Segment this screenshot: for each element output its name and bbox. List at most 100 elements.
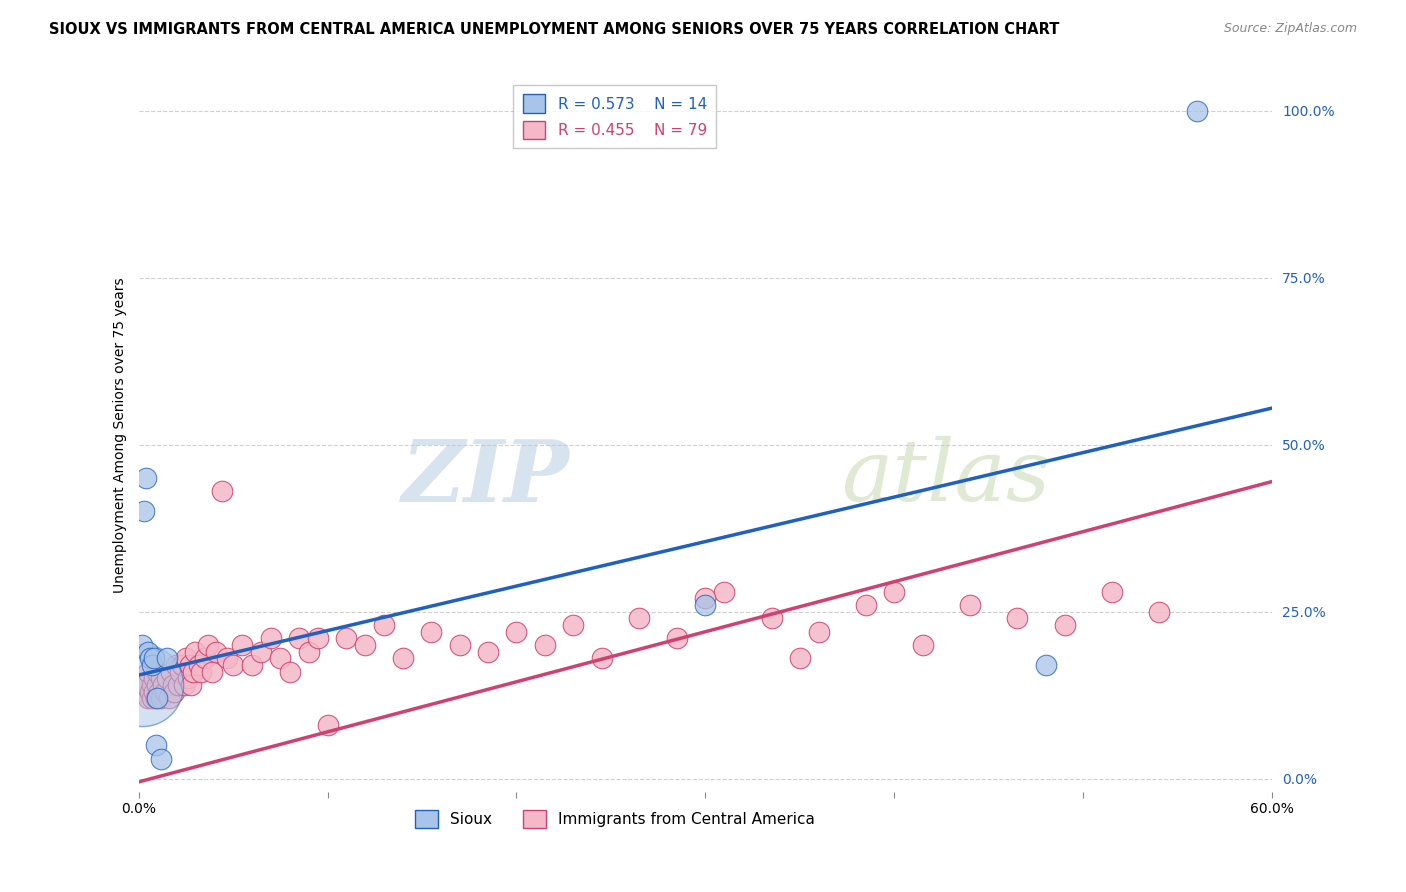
Point — [183, 665, 205, 679]
Point — [855, 598, 877, 612]
Point — [269, 651, 291, 665]
Point — [142, 651, 165, 665]
Point — [141, 691, 163, 706]
Point — [562, 618, 585, 632]
Point — [167, 678, 190, 692]
Point — [260, 632, 283, 646]
Point — [591, 651, 613, 665]
Point — [288, 632, 311, 646]
Point — [297, 645, 319, 659]
Legend: Sioux, Immigrants from Central America: Sioux, Immigrants from Central America — [409, 804, 821, 834]
Point — [150, 751, 173, 765]
Point — [217, 651, 239, 665]
Point — [628, 611, 651, 625]
Point — [505, 624, 527, 639]
Point — [146, 678, 169, 692]
Point — [1185, 103, 1208, 118]
Point — [134, 685, 156, 699]
Point — [146, 691, 169, 706]
Point — [316, 718, 339, 732]
Point — [131, 678, 153, 692]
Point — [157, 691, 180, 706]
Point — [250, 645, 273, 659]
Point — [150, 672, 173, 686]
Point — [695, 598, 717, 612]
Point — [139, 651, 162, 665]
Point — [807, 624, 830, 639]
Point — [883, 584, 905, 599]
Point — [197, 638, 219, 652]
Point — [152, 678, 174, 692]
Point — [911, 638, 934, 652]
Point — [761, 611, 783, 625]
Point — [156, 651, 179, 665]
Text: SIOUX VS IMMIGRANTS FROM CENTRAL AMERICA UNEMPLOYMENT AMONG SENIORS OVER 75 YEAR: SIOUX VS IMMIGRANTS FROM CENTRAL AMERICA… — [49, 22, 1060, 37]
Point — [169, 665, 191, 679]
Point — [534, 638, 557, 652]
Point — [150, 691, 173, 706]
Point — [134, 504, 156, 518]
Point — [136, 645, 159, 659]
Point — [156, 672, 179, 686]
Point — [205, 645, 228, 659]
Point — [136, 691, 159, 706]
Point — [789, 651, 811, 665]
Point — [163, 685, 186, 699]
Point — [222, 658, 245, 673]
Point — [146, 665, 169, 679]
Point — [174, 651, 197, 665]
Point — [153, 685, 176, 699]
Point — [176, 672, 198, 686]
Point — [141, 658, 163, 673]
Text: ZIP: ZIP — [402, 436, 569, 519]
Point — [1035, 658, 1057, 673]
Point — [145, 691, 167, 706]
Point — [373, 618, 395, 632]
Point — [307, 632, 329, 646]
Point — [278, 665, 301, 679]
Point — [139, 685, 162, 699]
Point — [713, 584, 735, 599]
Point — [1053, 618, 1076, 632]
Point — [142, 685, 165, 699]
Point — [131, 638, 153, 652]
Point — [136, 665, 159, 679]
Point — [135, 678, 157, 692]
Text: Source: ZipAtlas.com: Source: ZipAtlas.com — [1223, 22, 1357, 36]
Point — [184, 645, 207, 659]
Point — [148, 685, 170, 699]
Point — [231, 638, 253, 652]
Point — [170, 658, 193, 673]
Point — [194, 651, 217, 665]
Point — [1101, 584, 1123, 599]
Point — [173, 678, 195, 692]
Point — [162, 678, 184, 692]
Point — [165, 658, 187, 673]
Point — [354, 638, 377, 652]
Point — [142, 672, 165, 686]
Point — [335, 632, 357, 646]
Point — [240, 658, 263, 673]
Point — [179, 658, 201, 673]
Point — [695, 591, 717, 606]
Point — [420, 624, 443, 639]
Text: atlas: atlas — [842, 436, 1050, 519]
Point — [201, 665, 224, 679]
Point — [135, 471, 157, 485]
Point — [1147, 605, 1170, 619]
Point — [145, 738, 167, 752]
Point — [141, 678, 163, 692]
Point — [477, 645, 499, 659]
Point — [188, 658, 211, 673]
Point — [449, 638, 471, 652]
Point — [959, 598, 981, 612]
Point — [180, 678, 202, 692]
Point — [159, 665, 181, 679]
Point — [1007, 611, 1029, 625]
Point — [131, 678, 153, 692]
Point — [666, 632, 689, 646]
Y-axis label: Unemployment Among Seniors over 75 years: Unemployment Among Seniors over 75 years — [114, 277, 128, 592]
Point — [392, 651, 415, 665]
Point — [211, 484, 233, 499]
Point — [190, 665, 212, 679]
